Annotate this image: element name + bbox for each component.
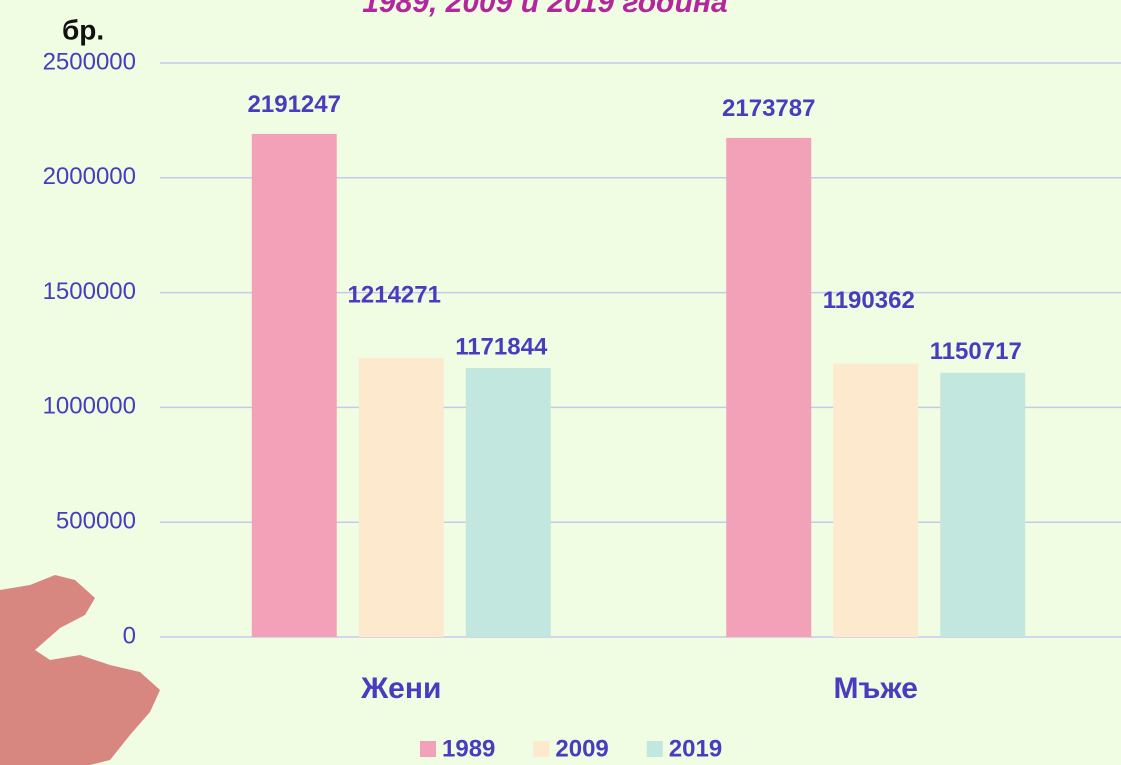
bar: [359, 358, 444, 637]
legend-swatch: [533, 741, 549, 757]
y-tick-label: 1500000: [43, 278, 136, 305]
legend-label: 1989: [442, 735, 495, 762]
y-tick-label: 0: [123, 622, 136, 649]
y-tick-label: 2500000: [43, 48, 136, 75]
y-tick-label: 500000: [56, 508, 136, 535]
bar: [940, 373, 1025, 637]
y-axis-label: бр.: [62, 14, 104, 45]
legend-label: 2019: [669, 735, 722, 762]
legend-swatch: [647, 741, 663, 757]
data-label: 2191247: [248, 91, 341, 118]
y-tick-label: 1000000: [43, 393, 136, 420]
y-tick-label: 2000000: [43, 163, 136, 190]
data-label: 1214271: [348, 282, 441, 309]
bar: [726, 138, 811, 637]
legend-label: 2009: [555, 735, 608, 762]
data-label: 1171844: [455, 333, 548, 360]
bar: [466, 368, 551, 637]
x-tick-label: Мъже: [834, 672, 918, 705]
data-label: 1150717: [930, 338, 1022, 365]
data-label: 2173787: [722, 95, 815, 122]
x-tick-label: Жени: [360, 672, 441, 705]
bar: [252, 134, 337, 637]
bar: [833, 364, 918, 637]
data-label: 1190362: [823, 287, 915, 314]
chart: 1989, 2009 и 2019 година бр. 0 500000 1000…: [0, 0, 1121, 765]
legend-swatch: [420, 741, 436, 757]
chart-title: 1989, 2009 и 2019 година: [362, 0, 727, 19]
page: 1989, 2009 и 2019 година бр. 0 500000 1000…: [0, 0, 1121, 765]
